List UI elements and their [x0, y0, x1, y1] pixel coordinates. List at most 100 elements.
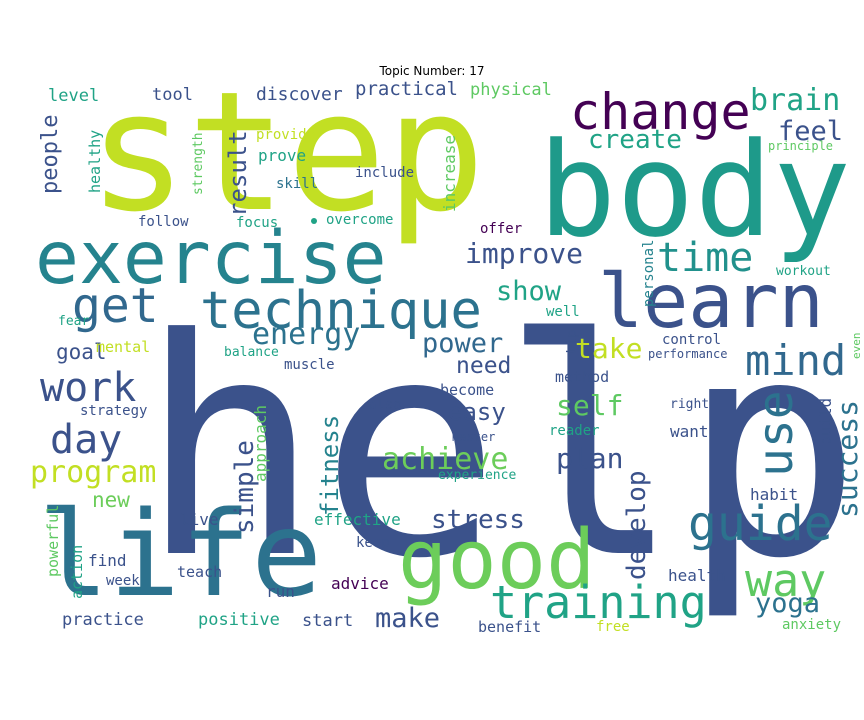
- word-practical: practical: [355, 78, 458, 100]
- word-help: help: [139, 275, 862, 624]
- word-level: level: [48, 86, 100, 106]
- word-good: good: [398, 513, 596, 608]
- word-right: right: [670, 397, 710, 412]
- word-control: control: [662, 332, 722, 348]
- word-effective: effective: [314, 510, 401, 529]
- word-focus: focus: [236, 215, 279, 231]
- word-also: also: [368, 397, 402, 413]
- word-create: create: [588, 125, 682, 155]
- word-anxiety: anxiety: [782, 617, 842, 633]
- word-powerful: powerful: [44, 504, 62, 577]
- word-get: get: [72, 278, 159, 334]
- word-healthy: healthy: [86, 129, 104, 193]
- word-week: week: [106, 573, 140, 589]
- word-practice: practice: [62, 610, 144, 630]
- word-people: people: [38, 114, 63, 194]
- word-action: action: [68, 544, 86, 599]
- word-time: time: [657, 235, 754, 281]
- word-make: make: [375, 603, 441, 634]
- dot-mark: [311, 218, 317, 224]
- word-strength: strength: [191, 132, 206, 195]
- word-power: power: [422, 328, 504, 359]
- word-live: live: [180, 510, 219, 529]
- word-want: want: [670, 422, 709, 441]
- word-balance: balance: [224, 345, 279, 360]
- word-achieve: achieve: [382, 442, 509, 477]
- word-tip: tip: [564, 329, 580, 355]
- word-master: master: [452, 430, 496, 444]
- word-easy: easy: [448, 398, 506, 426]
- word-free: free: [596, 619, 630, 635]
- word-follow: follow: [138, 214, 189, 230]
- word-success: success: [831, 399, 864, 518]
- word-brain: brain: [750, 83, 841, 118]
- chart-title: Topic Number: 17: [379, 64, 485, 78]
- word-workout: workout: [776, 264, 831, 279]
- word-experience: experience: [438, 468, 517, 483]
- word-mind: mind: [745, 336, 847, 385]
- word-result: result: [224, 130, 252, 217]
- word-even: even: [850, 332, 863, 360]
- word-principle: principle: [768, 139, 834, 153]
- word-habit: habit: [750, 485, 799, 504]
- word-discover: discover: [256, 84, 343, 105]
- word-plan: plan: [556, 442, 624, 475]
- word-develop: develop: [622, 470, 652, 580]
- word-need: need: [456, 353, 512, 379]
- word-become: become: [440, 381, 495, 399]
- word-use: use: [748, 390, 804, 477]
- word-positive: positive: [198, 610, 280, 630]
- word-show: show: [496, 276, 562, 307]
- word-skill: skill: [276, 176, 319, 192]
- word-benefit: benefit: [478, 618, 542, 636]
- word-body: body: [538, 114, 852, 266]
- word-exercise: exercise: [35, 216, 387, 301]
- word-muscle: muscle: [284, 357, 335, 373]
- word-mental: mental: [96, 338, 151, 356]
- word-energy: energy: [252, 317, 361, 352]
- word-learn: learn: [598, 257, 824, 345]
- word-tool: tool: [152, 85, 193, 105]
- word-advice: advice: [331, 574, 389, 593]
- word-health: health: [668, 566, 726, 585]
- word-training: training: [490, 576, 707, 629]
- word-overcome: overcome: [326, 212, 394, 228]
- word-personal: personal: [641, 239, 657, 307]
- word-offer: offer: [480, 221, 523, 237]
- word-physical: physical: [470, 80, 552, 100]
- word-include: include: [355, 165, 415, 181]
- word-keep: keep: [356, 535, 390, 551]
- word-life: life: [38, 485, 323, 623]
- word-performance: performance: [648, 347, 728, 361]
- word-day: day: [50, 417, 123, 463]
- word-self: self: [556, 389, 624, 422]
- word-technique: technique: [200, 281, 482, 341]
- word-fitness: fitness: [316, 414, 344, 516]
- word-take: take: [575, 332, 643, 365]
- word-increase: increase: [440, 134, 459, 212]
- word-feel: feel: [778, 116, 844, 147]
- word-prove: prove: [258, 146, 307, 165]
- word-program: program: [30, 455, 157, 490]
- word-change: change: [570, 83, 751, 141]
- word-start: start: [302, 611, 354, 631]
- word-work: work: [40, 365, 137, 411]
- word-strategy: strategy: [80, 403, 148, 419]
- word-guide: guide: [688, 496, 833, 552]
- word-new: new: [92, 488, 130, 512]
- word-provide: provide: [256, 127, 316, 143]
- word-well: well: [546, 304, 580, 320]
- word-step: step: [88, 56, 486, 248]
- word-reader: reader: [549, 423, 600, 439]
- word-teach: teach: [177, 563, 223, 581]
- word-run: run: [266, 582, 295, 601]
- word-improve: improve: [465, 237, 584, 270]
- word-find: find: [88, 551, 127, 570]
- word-method: method: [555, 368, 610, 386]
- word-goal: goal: [56, 340, 107, 364]
- word-approach: approach: [251, 404, 270, 482]
- word-way: way: [745, 554, 827, 607]
- word-yoga: yoga: [755, 588, 821, 619]
- word-stress: stress: [431, 505, 525, 535]
